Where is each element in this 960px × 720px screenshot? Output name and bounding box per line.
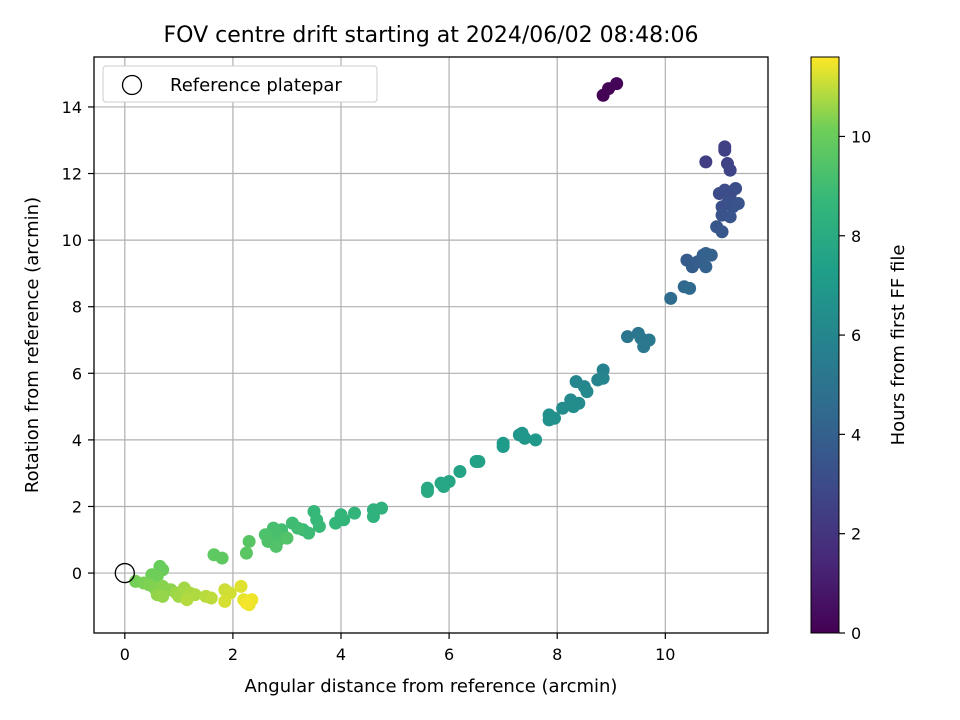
colorbar-tick-label: 10	[851, 127, 871, 146]
plot-frame	[93, 56, 769, 634]
y-tick-label: 12	[62, 165, 82, 184]
data-point	[453, 465, 467, 479]
chart-title: FOV centre drift starting at 2024/06/02 …	[164, 23, 699, 48]
data-point	[291, 521, 305, 535]
legend-marker-reference	[121, 74, 143, 96]
y-tick-label: 14	[62, 98, 82, 117]
data-point	[420, 484, 434, 498]
data-point	[731, 196, 745, 210]
data-point	[699, 155, 713, 169]
x-tick-label: 6	[444, 645, 454, 664]
data-point	[348, 506, 362, 520]
x-tick-label: 4	[336, 645, 346, 664]
colorbar-label: Hours from first FF file	[888, 245, 909, 446]
data-point	[620, 330, 634, 344]
data-point	[156, 589, 170, 603]
data-point	[723, 210, 737, 224]
data-point	[180, 593, 194, 607]
colorbar-ticks: 0 2 4 6 8 10	[839, 127, 871, 643]
data-point	[580, 385, 594, 399]
data-point	[234, 579, 248, 593]
data-point	[239, 546, 253, 560]
data-point	[683, 281, 697, 295]
x-tick-label: 10	[655, 645, 675, 664]
data-point	[596, 371, 610, 385]
data-point	[366, 509, 380, 523]
data-point	[556, 401, 570, 415]
colorbar-tick-label: 4	[851, 425, 861, 444]
colorbar	[810, 56, 840, 634]
x-tick-label: 8	[552, 645, 562, 664]
data-point	[150, 569, 164, 583]
data-point	[723, 163, 737, 177]
data-point	[664, 291, 678, 305]
data-point	[496, 440, 510, 454]
data-point	[518, 431, 532, 445]
data-point	[302, 526, 316, 540]
colorbar-tick-label: 2	[851, 525, 861, 544]
data-point	[280, 531, 294, 545]
data-point	[566, 400, 580, 414]
data-point	[610, 77, 624, 91]
data-point	[542, 413, 556, 427]
data-point	[204, 591, 218, 605]
legend: Reference platepar	[102, 65, 378, 103]
y-tick-label: 8	[72, 298, 82, 317]
data-point	[312, 519, 326, 533]
data-point	[718, 143, 732, 157]
data-point	[472, 455, 486, 469]
reference-platepar-marker	[114, 562, 135, 584]
data-point	[242, 534, 256, 548]
x-axis-label: Angular distance from reference (arcmin)	[245, 676, 618, 697]
y-tick-label: 6	[72, 364, 82, 383]
data-point	[218, 594, 232, 608]
data-point	[637, 340, 651, 354]
x-axis-ticks: 0 2 4 6 8 10	[120, 633, 675, 664]
data-points	[129, 77, 745, 612]
data-point	[699, 260, 713, 274]
data-point	[704, 248, 718, 262]
reference-marker-layer	[114, 562, 135, 584]
data-point	[329, 516, 343, 530]
data-point	[269, 539, 283, 553]
data-point	[729, 182, 743, 196]
y-axis-label: Rotation from reference (arcmin)	[22, 197, 43, 493]
data-point	[529, 433, 543, 447]
data-point	[215, 551, 229, 565]
data-point	[375, 501, 389, 515]
data-point	[437, 480, 451, 494]
y-tick-label: 0	[72, 564, 82, 583]
colorbar-tick-label: 0	[851, 624, 861, 643]
x-tick-label: 2	[228, 645, 238, 664]
y-tick-label: 4	[72, 431, 82, 450]
y-axis-ticks: 0 2 4 6 8 10 12 14	[62, 98, 94, 583]
y-tick-label: 2	[72, 497, 82, 516]
y-tick-label: 10	[62, 231, 82, 250]
data-point	[715, 225, 729, 239]
legend-box	[102, 65, 378, 103]
data-point	[239, 596, 253, 610]
colorbar-tick-label: 6	[851, 326, 861, 345]
x-tick-label: 0	[120, 645, 130, 664]
grid	[94, 57, 768, 633]
legend-label-reference: Reference platepar	[170, 75, 342, 96]
colorbar-tick-label: 8	[851, 227, 861, 246]
